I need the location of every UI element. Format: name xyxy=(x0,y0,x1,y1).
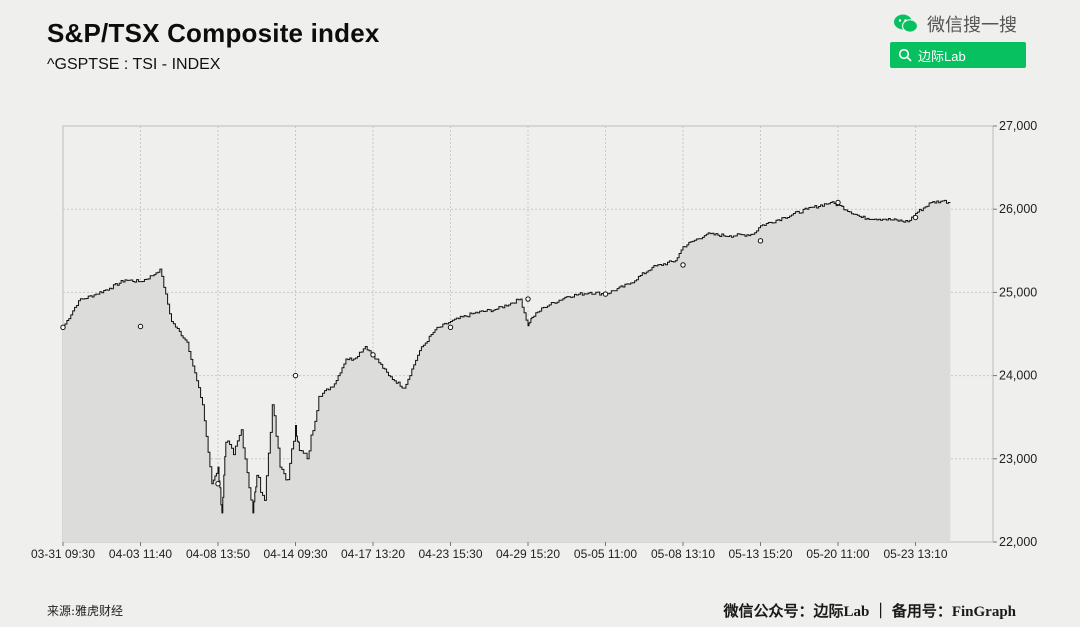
x-tick-label: 05-08 13:10 xyxy=(651,547,715,561)
x-tick-label: 05-05 11:00 xyxy=(574,547,637,561)
y-tick-label: 23,000 xyxy=(999,452,1037,466)
series-markers xyxy=(60,199,919,487)
y-tick-label: 27,000 xyxy=(999,119,1037,133)
y-tick-label: 26,000 xyxy=(999,202,1037,216)
search-icon xyxy=(898,48,912,62)
y-axis: 22,000 23,000 24,000 25,000 26,000 27,000 xyxy=(993,119,1037,549)
chart-subtitle: ^GSPTSE : TSI - INDEX xyxy=(47,56,221,73)
y-tick-label: 24,000 xyxy=(999,369,1037,383)
data-point xyxy=(835,199,841,206)
data-point xyxy=(370,352,376,358)
footer-credit: 微信公众号：边际Lab ｜ 备用号：FinGraph xyxy=(723,604,1016,620)
data-point xyxy=(525,296,531,302)
data-point xyxy=(447,324,454,331)
x-tick-label: 04-23 15:30 xyxy=(418,547,482,561)
data-point xyxy=(292,372,299,379)
wechat-icon xyxy=(893,13,919,35)
data-point xyxy=(912,214,919,221)
wechat-search-brand: 微信搜一搜 xyxy=(893,11,1017,37)
x-tick-label: 04-17 13:20 xyxy=(341,547,405,561)
wechat-search-box[interactable]: 边际Lab xyxy=(890,42,1026,68)
series-line xyxy=(63,199,951,514)
chart-title: S&P/TSX Composite index xyxy=(47,18,380,48)
data-source: 来源:雅虎财经 xyxy=(47,604,124,618)
y-tick-label: 22,000 xyxy=(999,535,1037,549)
data-point xyxy=(680,262,686,268)
data-point xyxy=(60,324,66,331)
x-tick-label: 04-08 13:50 xyxy=(186,547,250,561)
data-point xyxy=(215,481,221,487)
data-point xyxy=(757,238,764,244)
y-tick-label: 25,000 xyxy=(999,285,1037,299)
series-area xyxy=(63,200,951,542)
wechat-search-text: 边际Lab xyxy=(918,48,966,64)
x-tick-label: 04-29 15:20 xyxy=(496,547,560,561)
x-tick-label: 05-13 15:20 xyxy=(728,547,792,561)
data-point xyxy=(137,323,144,330)
wechat-search-label: 微信搜一搜 xyxy=(927,15,1017,35)
x-tick-label: 04-14 09:30 xyxy=(263,547,327,561)
data-point xyxy=(602,291,609,297)
x-tick-label: 05-23 13:10 xyxy=(883,547,947,561)
x-tick-label: 05-20 11:00 xyxy=(806,547,869,561)
x-tick-label: 03-31 09:30 xyxy=(31,547,95,561)
x-axis: 03-31 09:30 04-03 11:40 04-08 13:50 04-14 0… xyxy=(31,542,948,561)
x-tick-label: 04-03 11:40 xyxy=(109,547,172,561)
